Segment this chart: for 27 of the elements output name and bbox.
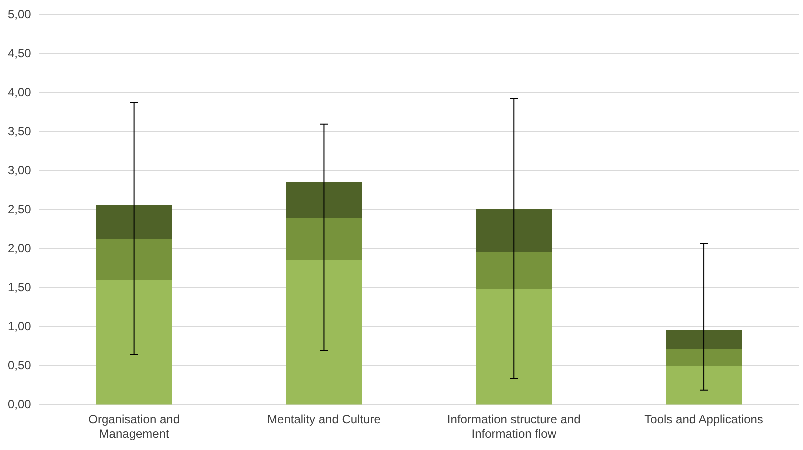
y-tick-label: 4,00 (8, 86, 32, 100)
bar (666, 366, 742, 405)
bar (96, 280, 172, 405)
y-tick-label: 1,50 (8, 280, 32, 295)
x-tick-label: Mentality and Culture (268, 412, 382, 427)
bar (286, 218, 362, 260)
bar (96, 206, 172, 240)
y-tick-label: 4,50 (8, 46, 32, 61)
x-tick-label: Organisation and Management (88, 412, 180, 442)
bar (286, 260, 362, 405)
y-tick-label: 2,50 (8, 202, 32, 217)
y-tick-label: 2,00 (8, 242, 32, 256)
x-tick-label: Information structure and Information flow (447, 412, 581, 442)
bar (476, 209, 552, 252)
y-tick-label: 3,50 (8, 124, 32, 139)
y-tick-label: 1,00 (8, 320, 32, 334)
y-tick-label: 5,00 (8, 8, 32, 22)
bar (666, 330, 742, 350)
y-tick-label: 0,50 (8, 358, 32, 373)
bar (666, 349, 742, 366)
x-tick-label: Tools and Applications (644, 412, 764, 427)
bar (96, 239, 172, 280)
bar (286, 182, 362, 218)
bar (476, 252, 552, 289)
y-tick-label: 0,00 (8, 398, 32, 412)
y-tick-label: 3,00 (8, 164, 32, 178)
bar (476, 288, 552, 405)
